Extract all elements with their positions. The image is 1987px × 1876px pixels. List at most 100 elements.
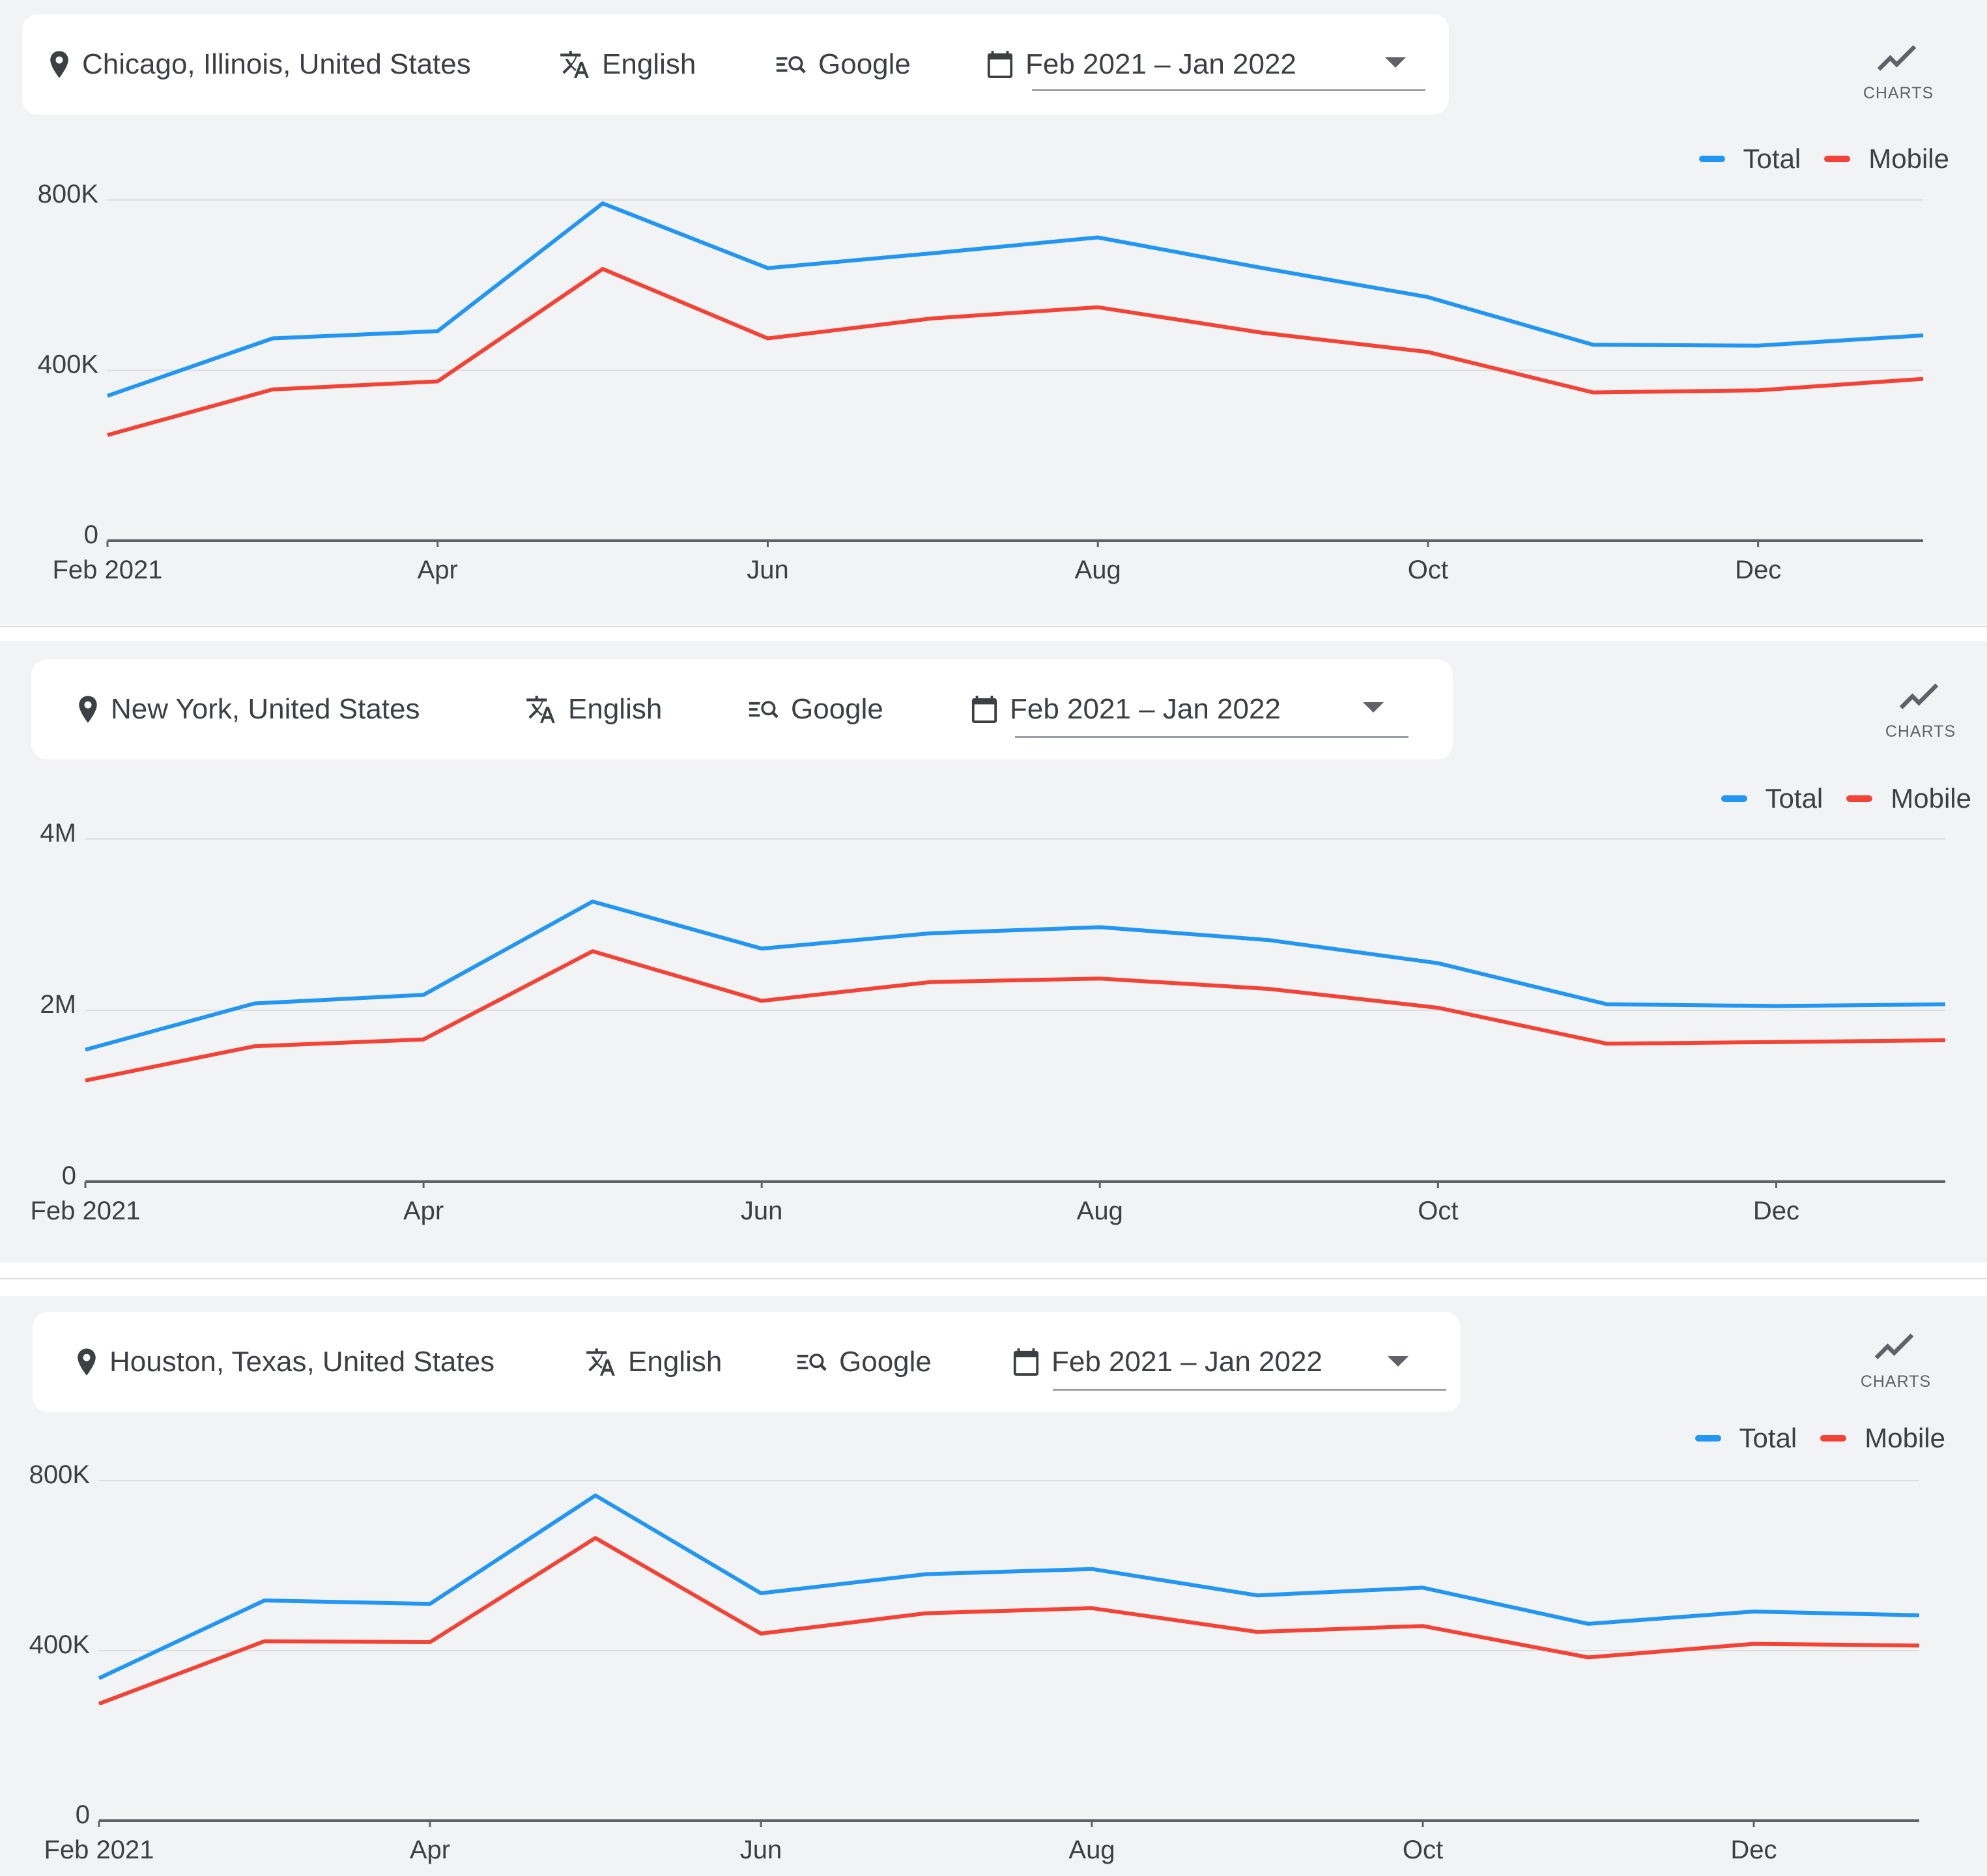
series-line-total	[85, 900, 1946, 1052]
translate-icon	[560, 51, 589, 78]
charts-button[interactable]: CHARTS	[1850, 1330, 1941, 1391]
search-list-icon	[797, 1354, 827, 1371]
y-tick-label: 0	[76, 1800, 90, 1829]
x-tick-label: Feb 2021	[30, 1197, 140, 1225]
x-tick-label: Oct	[1403, 1836, 1443, 1864]
legend-total-label: Total	[1743, 143, 1801, 174]
chart-panel-chicago: Chicago, Illinois, United States English…	[0, 0, 1987, 625]
engine-label: Google	[839, 1346, 932, 1378]
trend-line-icon	[1874, 1333, 1914, 1359]
location-filter[interactable]: Houston, Texas, United States	[76, 1312, 494, 1412]
y-tick-label: 800K	[29, 1460, 91, 1489]
language-label: English	[628, 1346, 722, 1378]
location-filter[interactable]: Chicago, Illinois, United States	[48, 14, 471, 115]
location-pin-icon	[79, 696, 97, 723]
charts-label: CHARTS	[1860, 1372, 1932, 1391]
engine-label: Google	[818, 48, 911, 80]
panel-divider	[0, 626, 1987, 627]
chart-legend: Total Mobile	[1698, 143, 1949, 175]
legend-mobile-label: Mobile	[1865, 1423, 1945, 1453]
charts-label: CHARTS	[1863, 84, 1934, 102]
line-chart: 0 2M 4M Feb 2021 Apr Jun Aug Oct Dec	[30, 819, 1946, 1225]
engine-filter[interactable]: Google	[796, 1312, 932, 1412]
search-list-icon	[749, 701, 779, 718]
location-label: Chicago, Illinois, United States	[82, 48, 471, 80]
calendar-icon	[1013, 1348, 1039, 1376]
x-tick-label: Aug	[1077, 1197, 1123, 1225]
engine-label: Google	[791, 693, 883, 725]
date-range-filter[interactable]: Feb 2021 – Jan 2022	[1012, 1312, 1322, 1412]
legend-total-label: Total	[1765, 783, 1823, 814]
date-range-underline	[1032, 89, 1425, 91]
y-tick-label: 400K	[29, 1630, 91, 1659]
chart-panel-new-york: New York, United States English Google F…	[0, 641, 1987, 1262]
filter-bar: Chicago, Illinois, United States English…	[22, 14, 1449, 115]
location-label: Houston, Texas, United States	[109, 1346, 495, 1378]
engine-filter[interactable]: Google	[775, 14, 911, 115]
language-filter[interactable]: English	[524, 659, 662, 760]
series-line-mobile	[107, 266, 1924, 437]
chart-panel-houston: Houston, Texas, United States English Go…	[0, 1296, 1987, 1876]
y-tick-label: 2M	[40, 990, 76, 1019]
x-tick-label: Oct	[1418, 1197, 1458, 1225]
location-pin-icon	[78, 1348, 96, 1376]
location-label: New York, United States	[111, 693, 420, 725]
date-range-underline	[1015, 736, 1408, 738]
series-line-total	[107, 201, 1924, 398]
chevron-down-icon[interactable]	[1388, 1356, 1408, 1367]
legend-mobile-label: Mobile	[1868, 143, 1949, 174]
x-tick-label: Jun	[741, 1197, 783, 1225]
chart-legend: Total Mobile	[1721, 783, 1971, 814]
trend-line-icon	[1877, 45, 1917, 71]
search-list-icon	[776, 56, 806, 74]
language-filter[interactable]: English	[584, 1312, 722, 1412]
x-tick-label: Jun	[747, 556, 789, 584]
trend-line-icon	[1899, 683, 1939, 709]
date-range-label: Feb 2021 – Jan 2022	[1025, 48, 1296, 80]
y-tick-label: 0	[62, 1161, 76, 1190]
x-tick-label: Oct	[1408, 556, 1448, 584]
translate-icon	[526, 696, 555, 723]
legend-total-swatch	[1721, 795, 1747, 802]
language-label: English	[602, 48, 696, 80]
x-tick-label: Aug	[1075, 556, 1121, 584]
panel-divider	[0, 1278, 1987, 1279]
chevron-down-icon[interactable]	[1363, 702, 1384, 713]
line-chart: 0 400K 800K Feb 2021 Apr Jun Aug Oct Dec	[38, 180, 1924, 584]
x-tick-label: Apr	[410, 1836, 450, 1864]
date-range-filter[interactable]: Feb 2021 – Jan 2022	[986, 14, 1296, 115]
x-tick-label: Apr	[403, 1197, 444, 1225]
y-tick-label: 400K	[38, 350, 99, 379]
legend-total-swatch	[1698, 156, 1725, 162]
x-tick-label: Feb 2021	[52, 556, 162, 584]
filter-bar: New York, United States English Google F…	[31, 659, 1453, 760]
translate-icon	[586, 1348, 615, 1376]
location-pin-icon	[50, 51, 68, 78]
x-tick-label: Aug	[1068, 1836, 1115, 1864]
language-label: English	[568, 693, 663, 725]
date-range-filter[interactable]: Feb 2021 – Jan 2022	[971, 659, 1281, 760]
x-tick-label: Dec	[1753, 1197, 1799, 1225]
x-tick-label: Dec	[1735, 556, 1781, 584]
filter-bar: Houston, Texas, United States English Go…	[33, 1312, 1461, 1412]
legend-mobile-label: Mobile	[1891, 783, 1971, 814]
legend-total-swatch	[1694, 1435, 1721, 1442]
language-filter[interactable]: English	[558, 14, 696, 115]
legend-mobile-swatch	[1824, 156, 1851, 162]
y-tick-label: 0	[84, 520, 98, 549]
x-tick-label: Apr	[418, 556, 458, 584]
chevron-down-icon[interactable]	[1385, 57, 1406, 68]
line-chart: 0 400K 800K Feb 2021 Apr Jun Aug Oct Dec	[29, 1460, 1920, 1864]
location-filter[interactable]: New York, United States	[77, 659, 420, 760]
date-range-label: Feb 2021 – Jan 2022	[1051, 1346, 1322, 1378]
date-range-label: Feb 2021 – Jan 2022	[1010, 693, 1281, 725]
charts-label: CHARTS	[1885, 722, 1956, 741]
engine-filter[interactable]: Google	[748, 659, 883, 760]
y-tick-label: 4M	[40, 819, 76, 847]
calendar-icon	[971, 696, 997, 723]
chart-legend: Total Mobile	[1694, 1423, 1945, 1454]
legend-mobile-swatch	[1820, 1435, 1847, 1442]
charts-button[interactable]: CHARTS	[1875, 680, 1966, 741]
charts-button[interactable]: CHARTS	[1853, 42, 1944, 103]
x-tick-label: Jun	[740, 1836, 782, 1864]
